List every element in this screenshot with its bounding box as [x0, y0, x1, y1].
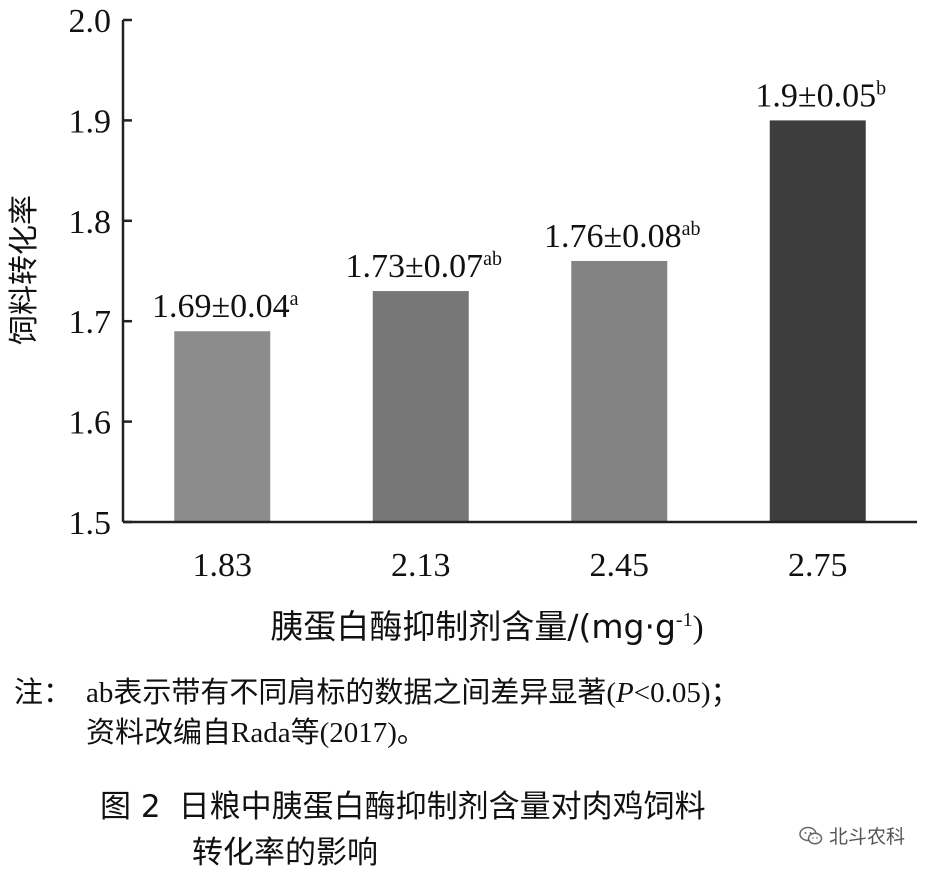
- x-tick-label: 2.75: [788, 547, 848, 584]
- bar: [571, 260, 668, 522]
- bars: [174, 120, 866, 523]
- data-label-value: 1.73±0.07: [345, 248, 483, 285]
- footnote-line-1: 注： ab表示带有不同肩标的数据之间差异显著(P<0.05)；: [14, 672, 740, 713]
- x-axis-label: 胰蛋白酶抑制剂含量/(mg·g-1): [270, 607, 703, 646]
- x-tick-label: 1.83: [193, 547, 253, 584]
- y-tick-label: 1.5: [69, 505, 112, 542]
- footnote: 注： ab表示带有不同肩标的数据之间差异显著(P<0.05)； 资料改编自Rada…: [14, 672, 740, 753]
- caption-line-1: 日粮中胰蛋白酶抑制剂含量对肉鸡饲料: [178, 789, 706, 825]
- footnote-p-symbol: P: [616, 677, 634, 709]
- data-label-superscript: a: [290, 288, 299, 310]
- y-tick-label: 1.6: [69, 405, 112, 442]
- figure-number: 图 2: [100, 789, 161, 825]
- y-tick-label: 1.8: [69, 204, 112, 241]
- y-axis: 1.5 1.6 1.7 1.8 1.9 2.0: [69, 3, 132, 542]
- data-labels: 1.69±0.04a1.73±0.07ab1.76±0.08ab1.9±0.05…: [152, 77, 886, 325]
- data-label-value: 1.76±0.08: [544, 218, 682, 255]
- footnote-line-2: 资料改编自Rada等(2017)。: [14, 713, 740, 753]
- footnote-text-1a: ab表示带有不同肩标的数据之间差异显著(: [86, 677, 617, 709]
- data-label: 1.73±0.07ab: [345, 248, 502, 285]
- caption-line-2: 转化率的影响: [192, 835, 378, 871]
- x-tick-label: 2.13: [391, 547, 451, 584]
- bar: [769, 120, 866, 523]
- footnote-text-1b: <0.05)；: [633, 677, 740, 709]
- bar-chart: 1.51.61.71.81.92.0 1.69±0.04a1.73±0.07ab…: [7, 3, 917, 646]
- footnote-label: 注：: [14, 675, 73, 709]
- watermark: 北斗农科: [799, 822, 905, 849]
- x-axis-label-end: ): [693, 610, 704, 646]
- data-label-value: 1.9±0.05: [755, 77, 876, 114]
- data-label: 1.76±0.08ab: [544, 218, 701, 255]
- wechat-icon: [799, 826, 823, 844]
- x-axis-label-sup: -1: [676, 609, 693, 631]
- footnote-text-2: 资料改编自Rada等(2017)。: [86, 717, 426, 749]
- x-axis: 1.83 2.13 2.45 2.75: [123, 520, 917, 584]
- y-axis-label: 饲料转化率: [7, 195, 42, 345]
- data-label-superscript: ab: [483, 248, 502, 270]
- x-axis-label-main: 胰蛋白酶抑制剂含量/(mg·g: [270, 607, 676, 646]
- y-tick-label: 1.9: [69, 103, 112, 140]
- data-label-superscript: b: [876, 77, 886, 99]
- figure-caption: 图 2 日粮中胰蛋白酶抑制剂含量对肉鸡饲料 转化率的影响: [100, 784, 706, 876]
- bar: [174, 331, 271, 522]
- data-label: 1.69±0.04a: [152, 288, 299, 325]
- x-tick-label: 2.45: [590, 547, 650, 584]
- data-label-superscript: ab: [682, 218, 701, 240]
- y-tick-label: 2.0: [69, 3, 112, 40]
- data-label: 1.9±0.05b: [755, 77, 886, 114]
- bar: [372, 291, 469, 522]
- watermark-text: 北斗农科: [828, 826, 905, 848]
- y-tick-label: 1.7: [69, 304, 112, 341]
- data-label-value: 1.69±0.04: [152, 288, 290, 325]
